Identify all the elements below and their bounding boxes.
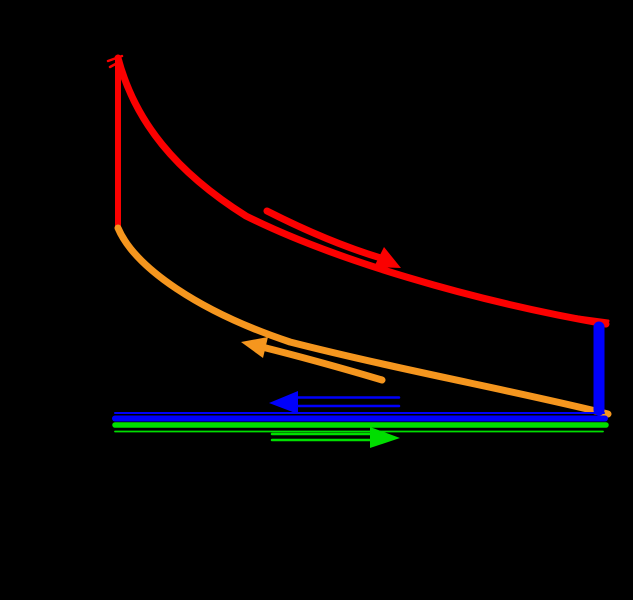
red-upper-curve: [114, 54, 610, 328]
red-arrowhead-icon: [374, 247, 401, 268]
blue-arrowhead-icon: [269, 391, 298, 414]
green-arrowhead-icon: [370, 427, 400, 448]
orange-lower-curve: [114, 224, 612, 418]
red-curve-start-squiggle: [106, 54, 124, 69]
orange-arrow-shaft: [258, 343, 386, 384]
red-arrow-shaft: [263, 207, 388, 263]
red-curve-end-extra-stroke: [554, 312, 610, 323]
orange-arrowhead-icon: [241, 337, 268, 358]
